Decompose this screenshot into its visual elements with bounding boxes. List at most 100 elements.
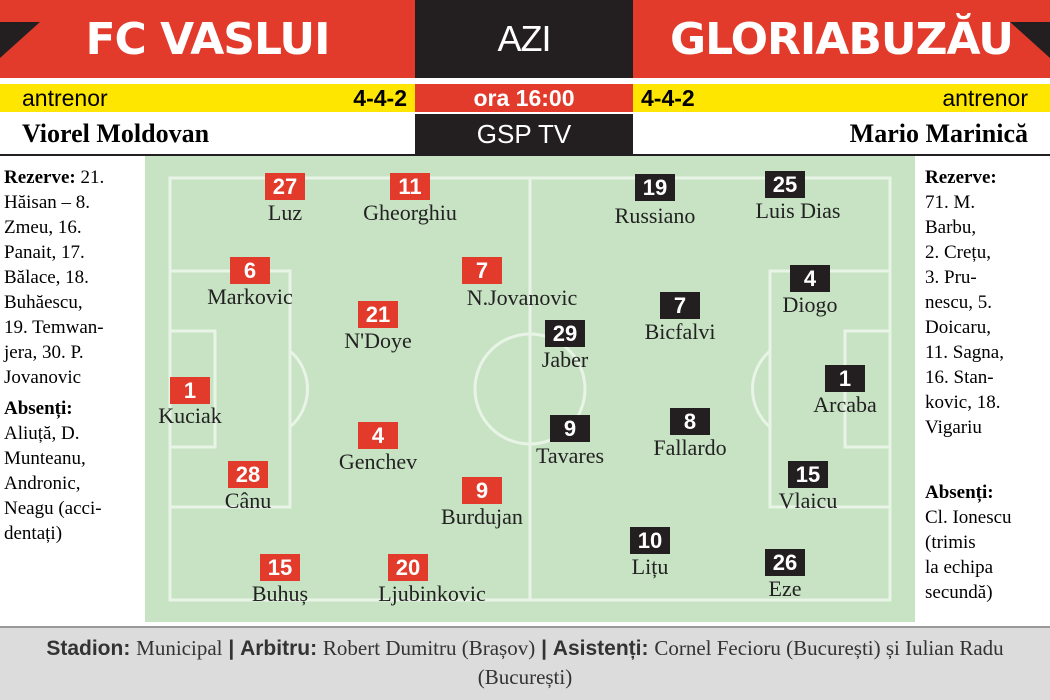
away-side: Rezerve: 71. M. Barbu, 2. Crețu, 3. Pru-nesc… [925,165,1050,605]
player-name: Russiano [614,203,696,228]
footer-text: Municipal [136,636,223,660]
line: jera, 30. P. [4,342,84,363]
player-name: Diogo [782,292,838,317]
text: 21. [80,167,105,188]
player-name: Burdujan [441,504,523,529]
footer-label: Stadion: [46,637,131,660]
line: Absenți: [4,396,144,421]
player-name: Gheorghiu [363,200,457,225]
away-coach: Mario Marinică [849,119,1028,148]
line: Neagu (acci- [4,498,102,519]
player-name: Fallardo [653,435,727,460]
block: Absenți: Aliuță, D. Munteanu, Andronic, Neag… [4,396,144,546]
line: Absenți: [925,480,1050,505]
header-corners [0,22,1050,58]
away-info: 4-4-2 antrenor [633,84,1050,112]
home-side: Rezerve: 21. Hăisan – 8. Zmeu, 16. Panait, … [4,165,144,546]
line: 19. Temwan- [4,317,104,338]
player-number: 1 [825,365,865,392]
line: Hăisan – 8. [4,192,91,213]
line: Barbu, [925,217,977,238]
separator: | [228,637,235,660]
player-number: 8 [670,408,710,435]
player-number: 4 [358,422,398,449]
block: Rezerve: 21. Hăisan – 8. Zmeu, 16. Panait, … [4,165,144,390]
player-name: Genchev [338,449,418,474]
player-number: 4 [790,265,830,292]
player-number: 21 [358,301,398,328]
line: nescu, 5. [925,292,993,313]
pitch [145,156,915,622]
line: (trimis [925,532,976,553]
player-name: Luz [267,200,303,225]
line: Doicaru, [925,317,991,338]
footer-text: Robert Dumitru (Brașov) [322,636,536,660]
player-number: 15 [788,461,828,488]
player-name: N'Doye [344,328,412,353]
label: Rezerve: [925,167,997,188]
line: Rezerve: [925,165,1050,190]
kickoff: ora 16:00 [415,84,633,112]
home-coach: Viorel Moldovan [22,119,210,148]
line: Panait, 17. [4,242,85,263]
coach-label: antrenor [22,84,108,111]
line: 71. M. [925,192,976,213]
footer-text: Cornel Fecioru (București) și Iulian Rad… [477,636,1004,689]
formation: 4-4-2 [353,84,407,111]
tv: GSP TV [415,114,633,154]
line: Jovanovic [4,367,82,388]
player-name: Kuciak [158,403,222,428]
block: Absenți: Cl. Ionescu (trimis la echipa secun… [925,480,1050,605]
formation: 4-4-2 [641,84,695,111]
line: Cl. Ionescu [925,507,1012,528]
player-name: Cânu [224,488,272,513]
line: dentați) [4,523,63,544]
player-number: 20 [388,554,428,581]
player-name: Lițu [631,554,669,579]
separator: | [541,637,547,660]
player-number: 19 [635,174,675,201]
divider [0,154,1050,156]
player-name: Ljubinkovic [378,581,486,606]
player-number: 26 [765,549,805,576]
player-name: Bicfalvi [644,319,716,344]
line: 16. Stan- [925,367,994,388]
label: Rezerve: [4,167,76,188]
player-number: 15 [260,554,300,581]
block: Rezerve: 71. M. Barbu, 2. Crețu, 3. Pru-nesc… [925,165,1050,440]
line: Munteanu, [4,448,86,469]
player-number: 28 [228,461,268,488]
player-name: Vlaicu [778,488,838,513]
player-number: 11 [390,173,430,200]
line: Aliuță, D. [4,423,80,444]
label: Absenți: [925,482,994,503]
player-number: 25 [765,171,805,198]
player-name: Tavares [535,443,605,468]
player-number: 7 [660,292,700,319]
player-name: Eze [768,576,802,601]
line: 3. Pru- [925,267,977,288]
home-team: FC VASLUI [0,0,415,78]
player-number: 10 [630,527,670,554]
player-name: Buhuș [251,581,309,606]
line: Bălace, 18. [4,267,89,288]
line: Rezerve: 21. [4,165,144,190]
line: kovic, 18. [925,392,1001,413]
line: Zmeu, 16. [4,217,82,238]
line: Andronic, [4,473,81,494]
line: secundă) [925,582,993,603]
footer-label: Arbitru: [240,637,318,660]
player-name: Markovic [207,284,293,309]
footer: Stadion: Municipal | Arbitru: Robert Dum… [0,626,1050,700]
home-info: antrenor 4-4-2 [0,84,415,112]
coach-label: antrenor [942,84,1028,111]
line: 11. Sagna, [925,342,1004,363]
line: 2. Crețu, [925,242,991,263]
player-number: 1 [170,377,210,404]
day: AZI [415,0,633,78]
line: Buhăescu, [4,292,83,313]
player-number: 9 [550,415,590,442]
player-name: N.Jovanovic [466,285,578,310]
line: la echipa [925,557,994,578]
